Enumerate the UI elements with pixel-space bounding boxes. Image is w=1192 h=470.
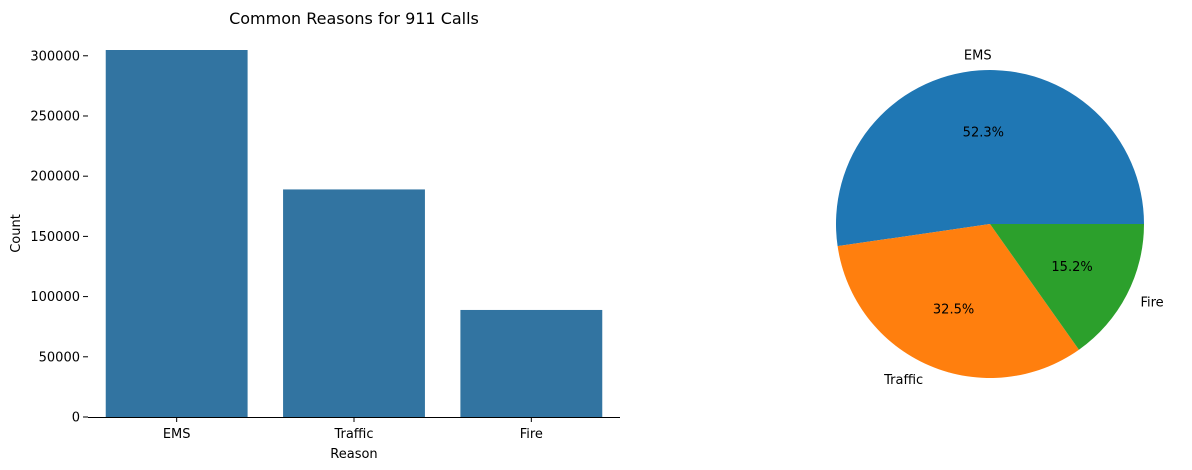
bars bbox=[105, 50, 603, 417]
bar-traffic bbox=[283, 189, 425, 417]
pie-chart: 52.3% EMS 32.5% Traffic 15.2% Fire bbox=[835, 49, 1164, 388]
pie-slice-ems bbox=[835, 69, 1144, 247]
bar-chart: Common Reasons for 911 Calls 0 50000 10000… bbox=[9, 9, 620, 462]
y-tick-label: 150000 bbox=[30, 230, 80, 245]
bar-fire bbox=[460, 309, 603, 417]
y-axis-ticks: 0 50000 100000 150000 200000 250000 300000 bbox=[30, 49, 88, 426]
bar-ems bbox=[105, 50, 248, 417]
pie-category-label: Fire bbox=[1140, 295, 1163, 310]
y-tick-label: 200000 bbox=[30, 170, 80, 185]
y-tick-label: 250000 bbox=[30, 109, 80, 124]
y-axis-label: Count bbox=[9, 214, 24, 253]
chart-title: Common Reasons for 911 Calls bbox=[229, 9, 479, 28]
x-tick-label: Fire bbox=[520, 427, 543, 442]
x-tick-label: Traffic bbox=[333, 427, 373, 442]
pie-slice-fire bbox=[990, 224, 1144, 350]
pie-category-label: EMS bbox=[964, 49, 992, 64]
x-axis-label: Reason bbox=[330, 447, 377, 462]
y-tick-label: 50000 bbox=[39, 350, 80, 365]
pie-slice-traffic bbox=[837, 224, 1079, 378]
pie-percent-label: 15.2% bbox=[1051, 260, 1092, 275]
y-tick-label: 0 bbox=[72, 411, 80, 426]
y-tick-label: 300000 bbox=[30, 49, 80, 64]
x-axis-ticks: EMS Traffic Fire bbox=[163, 417, 543, 442]
pie-percent-label: 52.3% bbox=[963, 125, 1004, 140]
y-tick-label: 100000 bbox=[30, 290, 80, 305]
pie-category-label: Traffic bbox=[883, 373, 923, 388]
pie-percent-label: 32.5% bbox=[933, 302, 974, 317]
x-tick-label: EMS bbox=[163, 427, 191, 442]
